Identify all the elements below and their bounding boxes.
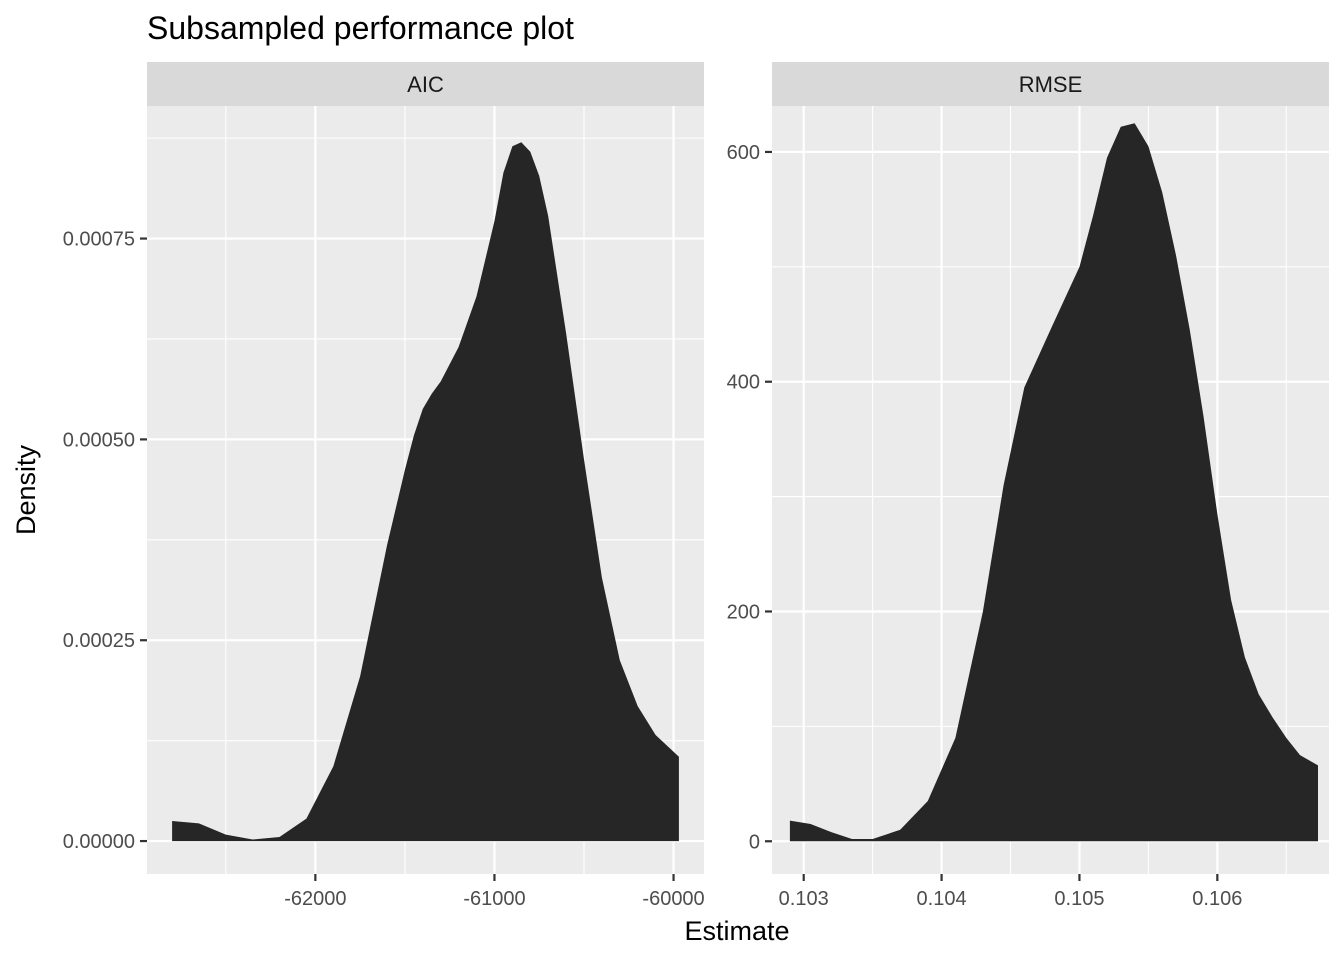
y-tick-label: 0.00075 — [63, 229, 135, 251]
density-area-aic — [172, 142, 679, 842]
x-tick-label: -62000 — [284, 888, 346, 910]
strip-rmse — [772, 62, 1329, 106]
facet-panels: AIC -62000 -61000 -60000 0.00000 0.00025 0.000… — [63, 62, 1329, 910]
x-tick-label: 0.103 — [779, 888, 829, 910]
chart-title: Subsampled performance plot — [147, 10, 574, 46]
x-tick-label: 0.106 — [1192, 888, 1242, 910]
strip-label-aic: AIC — [407, 72, 444, 97]
x-tick-label: -60000 — [642, 888, 704, 910]
strip-label-rmse: RMSE — [1019, 72, 1083, 97]
x-tick-label: 0.104 — [917, 888, 967, 910]
y-tick-label: 0.00000 — [63, 831, 135, 853]
x-tick-label: -61000 — [463, 888, 525, 910]
panel-rmse: RMSE 0.103 0.104 0.105 0.106 0 200 400 600 — [727, 62, 1329, 910]
y-tick-label: 600 — [727, 142, 760, 164]
panel-aic: AIC -62000 -61000 -60000 0.00000 0.00025 0.000… — [63, 62, 705, 910]
y-tick-label: 0 — [749, 831, 760, 853]
y-axis-title: Density — [11, 444, 41, 535]
density-area-rmse — [789, 123, 1318, 842]
x-axis-title: Estimate — [684, 916, 789, 946]
y-tick-label: 200 — [727, 601, 760, 623]
strip-aic — [147, 62, 704, 106]
y-tick-label: 0.00050 — [63, 429, 135, 451]
y-tick-label: 400 — [727, 372, 760, 394]
y-tick-label: 0.00025 — [63, 630, 135, 652]
x-tick-label: 0.105 — [1054, 888, 1104, 910]
